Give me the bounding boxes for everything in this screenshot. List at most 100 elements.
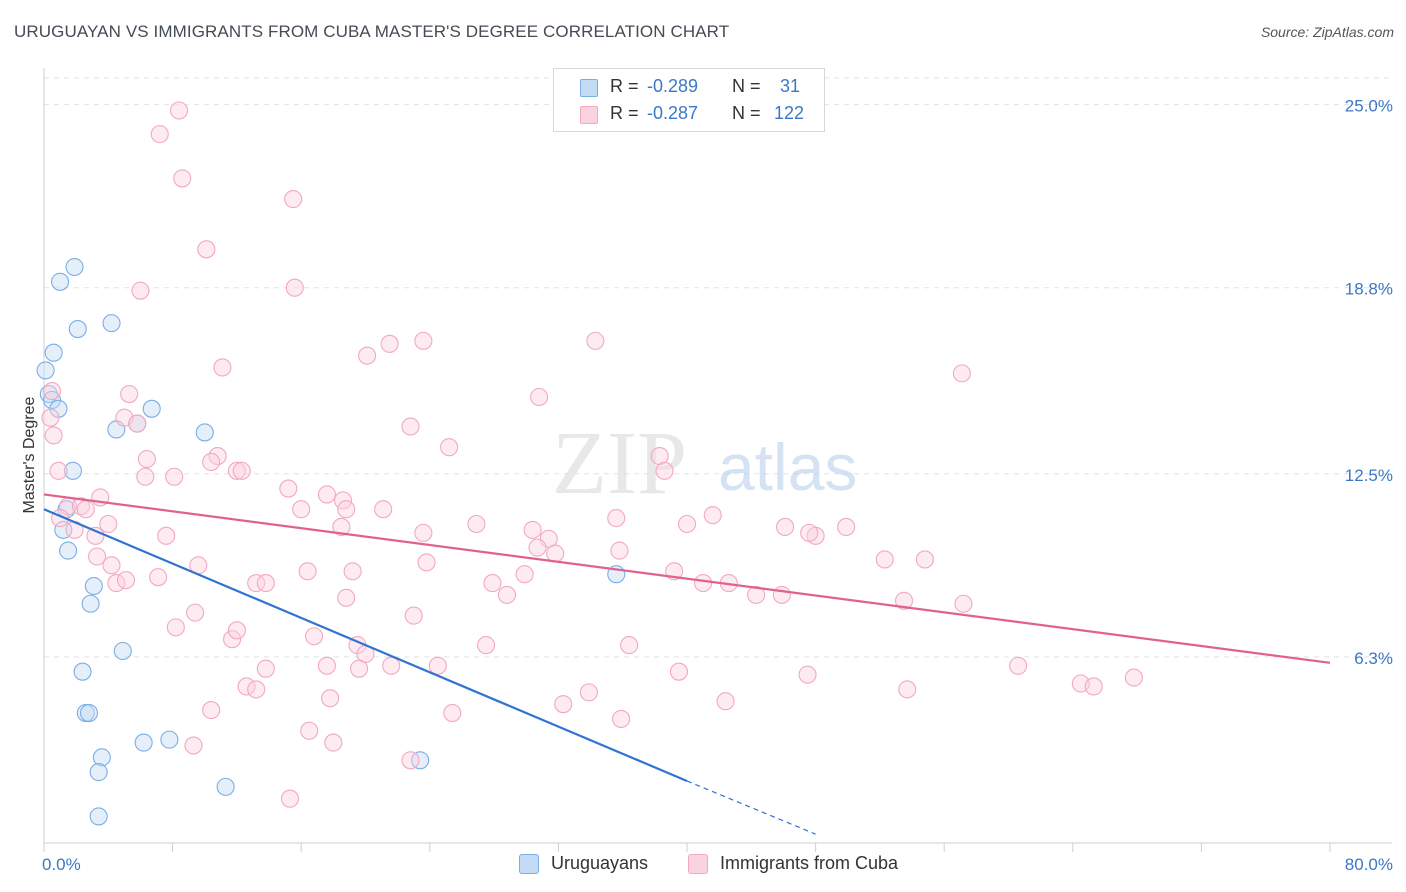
- cuba-point: [102, 556, 121, 575]
- cuba-point: [837, 517, 856, 537]
- cuba-point: [41, 408, 60, 427]
- cuba-point: [669, 662, 689, 681]
- cuba-point: [952, 364, 971, 383]
- bottom-legend-label-cuba: Immigrants from Cuba: [720, 853, 899, 873]
- cuba-point: [612, 709, 631, 728]
- uruguayan-point: [44, 343, 63, 362]
- cuba-point: [173, 169, 192, 188]
- cuba-point: [528, 538, 547, 557]
- cuba-point: [800, 523, 819, 542]
- cuba-point: [417, 553, 436, 572]
- cuba-point: [44, 426, 63, 445]
- legend-r-label: R =: [610, 76, 639, 96]
- uruguayan-point: [195, 423, 214, 442]
- cuba-point: [620, 636, 639, 655]
- cuba-point: [223, 630, 242, 649]
- cuba-point: [515, 565, 534, 584]
- cuba-point: [184, 736, 203, 755]
- cuba-point: [280, 789, 299, 808]
- uruguayan-point: [79, 703, 99, 723]
- cuba-point: [586, 331, 605, 350]
- cuba-point: [186, 603, 205, 622]
- cuba-point: [523, 520, 542, 539]
- bottom-legend-label-uruguayans: Uruguayans: [551, 853, 649, 873]
- cuba-point: [350, 659, 369, 678]
- cuba-point: [414, 523, 433, 542]
- cuba-point: [227, 621, 246, 640]
- uruguayan-trend-line: [43, 508, 688, 782]
- cuba-point: [337, 500, 356, 519]
- cuba-point: [116, 571, 136, 590]
- uruguayan-point: [160, 730, 179, 749]
- cuba-point: [71, 497, 91, 516]
- cuba-point: [443, 703, 462, 723]
- uruguayan-point: [89, 807, 108, 826]
- cuba-point: [380, 334, 399, 353]
- cuba-point: [247, 680, 266, 699]
- cuba-point: [915, 550, 934, 569]
- cuba-point: [467, 514, 486, 534]
- cuba-point: [374, 500, 393, 519]
- cuba-point: [213, 358, 232, 377]
- y-axis-label: Master's Degree: [21, 396, 38, 513]
- cuba-points: [41, 101, 1143, 808]
- cuba-point: [894, 591, 914, 610]
- uruguayan-point: [51, 272, 70, 291]
- cuba-point: [149, 568, 168, 587]
- cuba-point: [99, 514, 118, 534]
- cuba-point: [317, 485, 336, 504]
- cuba-point: [300, 721, 319, 740]
- cuba-point: [898, 680, 917, 699]
- cuba-trend-line: [43, 493, 1331, 664]
- uruguayan-point: [92, 748, 111, 767]
- cuba-point: [1124, 668, 1143, 687]
- cuba-point: [428, 656, 447, 675]
- y-tick-label: 25.0%: [1345, 97, 1393, 116]
- legend-r-label: R =: [610, 103, 639, 123]
- uruguayan-point: [216, 777, 235, 796]
- cuba-point: [414, 331, 433, 350]
- cuba-point: [440, 438, 459, 457]
- cuba-point: [694, 574, 713, 593]
- uruguayan-point: [68, 320, 87, 339]
- correlation-legend: R = -0.289 N = 31 R = -0.287 N = 122: [553, 68, 825, 132]
- cuba-point: [165, 467, 184, 486]
- cuba-point: [677, 514, 697, 534]
- cuba-point: [530, 387, 549, 407]
- cuba-point: [483, 574, 502, 593]
- cuba-point: [128, 414, 147, 433]
- cuba-point: [169, 101, 189, 120]
- cuba-point: [875, 550, 894, 569]
- cuba-point: [772, 585, 791, 604]
- cuba-point: [284, 190, 303, 209]
- cuba-point: [607, 509, 626, 528]
- cuba-point: [256, 574, 275, 593]
- legend-swatch-cuba: [580, 106, 598, 124]
- cuba-point: [227, 461, 246, 480]
- uruguayan-point: [89, 763, 108, 782]
- legend-r-value: -0.287: [647, 103, 699, 123]
- cuba-point: [298, 562, 317, 581]
- cuba-point: [1084, 677, 1103, 696]
- cuba-point: [337, 588, 356, 607]
- y-tick-label: 6.3%: [1354, 649, 1393, 668]
- cuba-point: [579, 683, 598, 702]
- cuba-point: [202, 701, 221, 720]
- cuba-point: [610, 541, 629, 560]
- uruguayan-trend-extension: [686, 780, 816, 835]
- uruguayan-point: [84, 576, 103, 596]
- cuba-point: [49, 461, 68, 480]
- x-tick-label: 80.0%: [1345, 855, 1393, 874]
- cuba-point: [401, 417, 420, 436]
- uruguayan-point: [411, 751, 430, 770]
- cuba-point: [285, 278, 304, 297]
- legend-n-label: N =: [732, 103, 761, 123]
- cuba-point: [150, 125, 169, 144]
- cuba-point: [292, 500, 311, 519]
- cuba-point: [404, 606, 423, 625]
- uruguayan-point: [63, 461, 82, 480]
- cuba-point: [546, 544, 565, 563]
- cuba-point: [477, 636, 496, 655]
- cuba-point: [382, 656, 401, 675]
